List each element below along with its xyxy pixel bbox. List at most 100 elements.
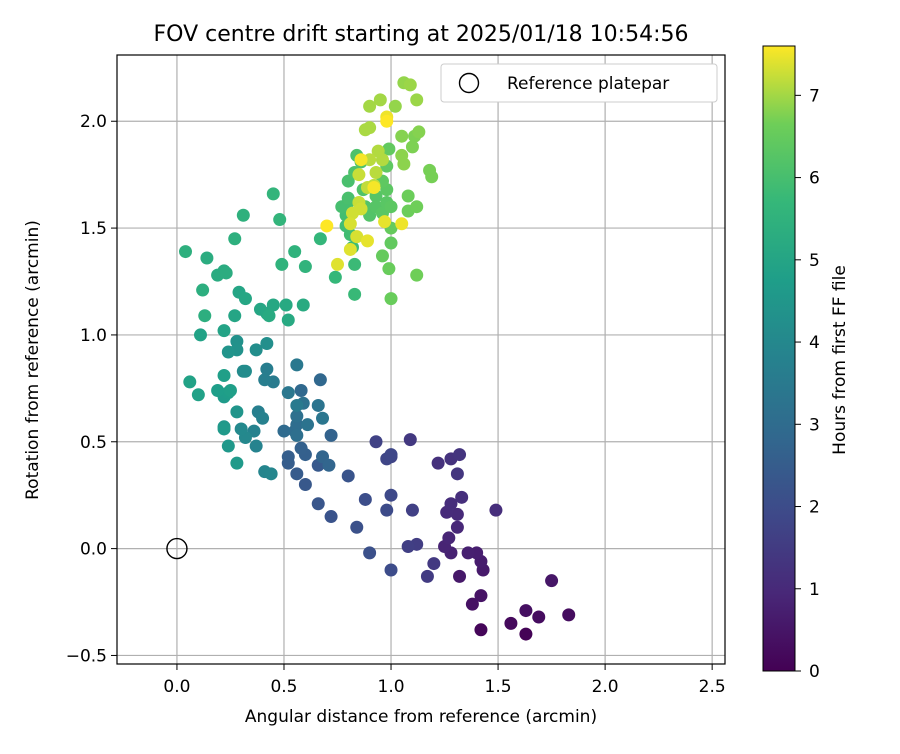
x-tick-label: 0.0 — [163, 677, 190, 697]
data-point — [288, 245, 302, 259]
data-point — [211, 383, 225, 397]
data-point — [343, 242, 357, 256]
data-point — [198, 309, 212, 323]
data-point — [384, 200, 398, 214]
data-point — [410, 93, 424, 107]
data-point — [264, 467, 278, 481]
data-point — [412, 125, 426, 139]
colorbar-tick-label: 1 — [809, 580, 820, 600]
data-point — [249, 439, 263, 453]
data-point — [200, 251, 214, 265]
data-point — [384, 563, 398, 577]
data-point — [298, 478, 312, 492]
data-point — [294, 441, 308, 455]
data-point — [375, 249, 389, 263]
data-point — [311, 398, 325, 412]
data-point — [384, 488, 398, 502]
data-point — [465, 597, 479, 611]
data-point — [431, 456, 445, 470]
data-point — [221, 345, 235, 359]
data-point — [450, 467, 464, 481]
data-point — [363, 99, 377, 113]
data-point — [378, 215, 392, 229]
data-point — [316, 411, 330, 425]
data-point — [455, 490, 469, 504]
colorbar-tick-label: 7 — [809, 86, 820, 106]
data-point — [453, 569, 467, 583]
data-point — [343, 217, 357, 231]
x-tick-label: 2.5 — [699, 677, 726, 697]
data-point — [345, 206, 359, 220]
data-point — [444, 497, 458, 511]
x-axis-label: Angular distance from reference (arcmin) — [245, 707, 597, 727]
data-point — [384, 292, 398, 306]
data-point — [258, 373, 272, 387]
data-point — [234, 422, 248, 436]
data-point — [532, 610, 546, 624]
data-point — [395, 129, 409, 143]
colorbar-tick-label: 0 — [809, 662, 820, 682]
data-point — [294, 383, 308, 397]
data-point — [290, 409, 304, 423]
data-point — [262, 309, 276, 323]
data-point — [290, 358, 304, 372]
data-point — [221, 439, 235, 453]
data-point — [350, 520, 364, 534]
data-point — [296, 298, 310, 312]
data-point — [228, 232, 242, 246]
data-point — [519, 604, 533, 618]
data-point — [384, 236, 398, 250]
data-point — [223, 383, 237, 397]
data-point — [395, 217, 409, 231]
data-point — [388, 99, 402, 113]
data-point — [369, 166, 383, 180]
x-tick-label: 1.0 — [378, 677, 405, 697]
data-point — [403, 433, 417, 447]
legend-label: Reference platepar — [507, 74, 669, 94]
data-point — [320, 219, 334, 233]
data-point — [425, 170, 439, 184]
data-point — [427, 557, 441, 571]
data-point — [266, 187, 280, 201]
data-point — [489, 503, 503, 517]
data-point — [382, 142, 396, 156]
colorbar-tick-label: 5 — [809, 251, 820, 271]
data-point — [405, 503, 419, 517]
grid-lines — [117, 55, 725, 664]
data-point — [298, 260, 312, 274]
data-point — [401, 539, 415, 553]
data-point — [322, 458, 336, 472]
data-point — [324, 428, 338, 442]
legend: Reference platepar — [440, 63, 718, 103]
data-point — [281, 386, 295, 400]
data-point — [442, 531, 456, 545]
data-point — [348, 287, 362, 301]
data-point — [384, 448, 398, 462]
data-point — [217, 324, 231, 338]
colorbar: 0 1 2 3 4 5 6 7 Hours from first FF file — [762, 45, 850, 682]
data-point — [249, 343, 263, 357]
data-point — [358, 492, 372, 506]
y-tick-label: −0.5 — [66, 646, 107, 666]
data-point — [301, 418, 315, 432]
data-point — [281, 450, 295, 464]
data-point — [290, 467, 304, 481]
data-point — [238, 364, 252, 378]
legend-open-circle-icon — [458, 72, 480, 94]
data-point — [183, 375, 197, 389]
colorbar-tick-label: 4 — [809, 333, 820, 353]
data-point — [266, 298, 280, 312]
data-point — [260, 362, 274, 376]
data-point — [461, 546, 475, 560]
data-point — [410, 200, 424, 214]
data-point — [401, 189, 415, 203]
data-point — [193, 328, 207, 342]
data-point — [228, 309, 242, 323]
data-point — [519, 627, 533, 641]
data-point — [380, 114, 394, 128]
data-point — [375, 153, 389, 167]
y-axis-ticks: −0.5 0.0 0.5 1.0 1.5 2.0 — [66, 112, 117, 666]
x-tick-label: 1.5 — [485, 677, 512, 697]
